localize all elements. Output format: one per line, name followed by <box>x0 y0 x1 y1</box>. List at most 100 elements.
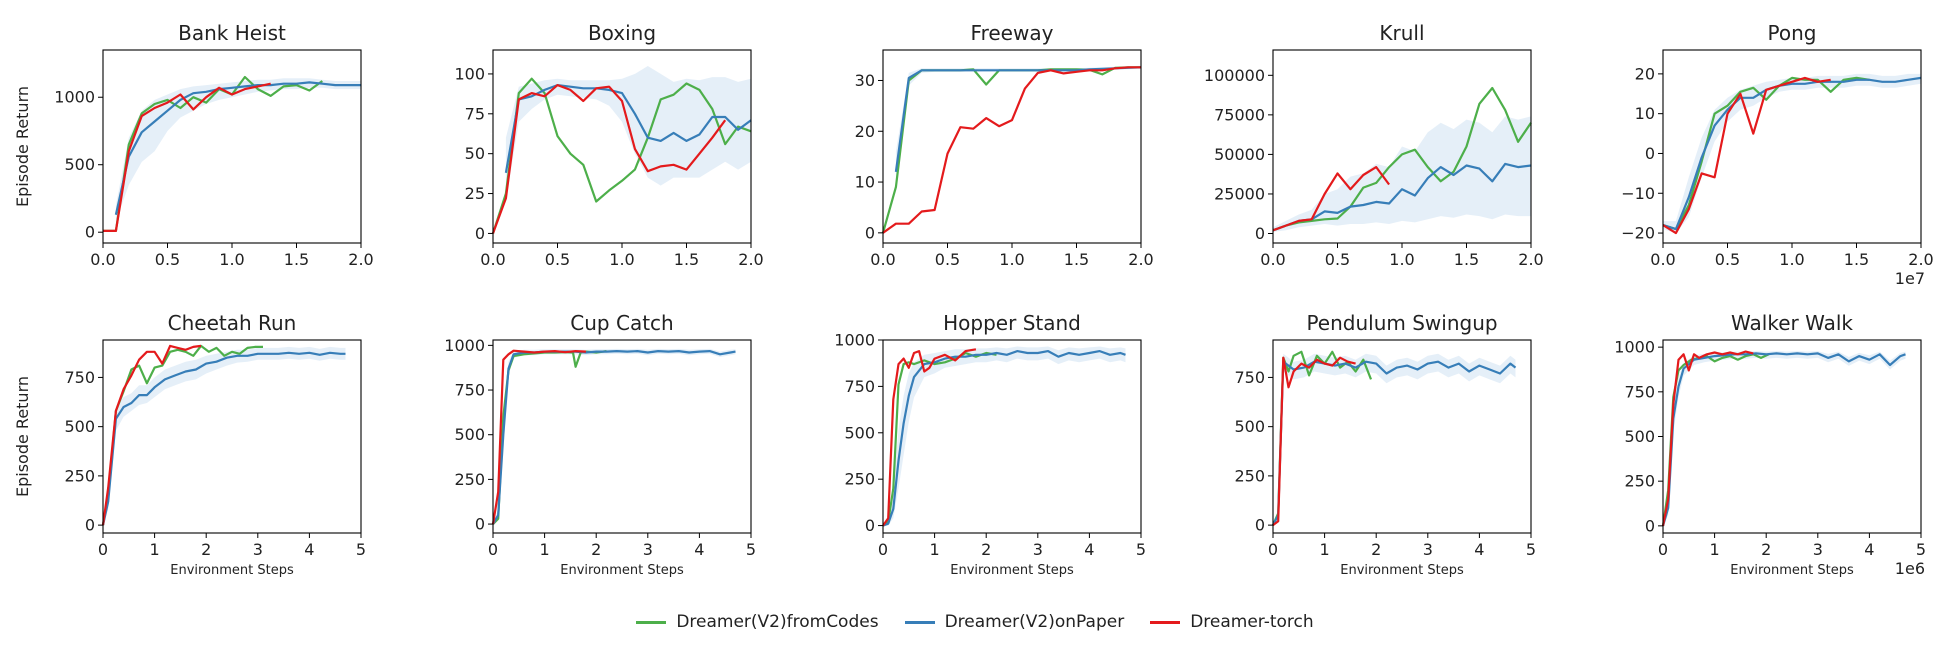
xtick-label-hopper-stand: 3 <box>1033 540 1043 559</box>
xtick-label-freeway: 0.5 <box>935 250 960 269</box>
xtick-label-bank-heist: 0.5 <box>155 250 180 269</box>
xtick-label-bank-heist: 2.0 <box>348 250 373 269</box>
xlabel-cheetah-run: Environment Steps <box>170 563 294 578</box>
line-freeway-dreamer-torch <box>882 66 1141 234</box>
panel-freeway: 0.0 0.5 1.0 1.5 2.0 0 10 20 30 Freeway <box>855 21 1154 269</box>
xtick-label-cheetah-run: 5 <box>356 540 366 559</box>
xtick-label-hopper-stand: 2 <box>981 540 991 559</box>
xtick-label-boxing: 1.5 <box>674 250 699 269</box>
line-walker-walk-dreamer-torch <box>1661 350 1754 527</box>
ytick-label-hopper-stand: 500 <box>844 423 875 442</box>
ytick-label-krull: 75000 <box>1214 105 1265 124</box>
panel-boxing: 0.0 0.5 1.0 1.5 2.0 0 25 50 75 100 Boxing <box>454 21 763 269</box>
band-walker-walk-dreamer-v2-onpaper <box>1663 351 1906 526</box>
xtick-label-pendulum-swingup: 1 <box>1320 540 1330 559</box>
band-cheetah-run-dreamer-v2-onpaper <box>103 346 346 526</box>
legend: Dreamer(V2)fromCodes Dreamer(V2)onPaper … <box>0 612 1950 632</box>
line-cup-catch-dreamer-v2-fromcodes <box>492 350 607 525</box>
panel-title-krull: Krull <box>1379 21 1424 45</box>
ytick-label-hopper-stand: 0 <box>865 516 875 535</box>
xtick-label-walker-walk: 2 <box>1761 540 1771 559</box>
xtick-label-pendulum-swingup: 0 <box>1268 540 1278 559</box>
xtick-label-cup-catch: 4 <box>694 540 704 559</box>
ytick-label-boxing: 50 <box>465 144 485 163</box>
xlabel-cup-catch: Environment Steps <box>560 563 684 578</box>
panel-title-bank-heist: Bank Heist <box>178 21 286 45</box>
line-boxing-dreamer-v2-fromcodes <box>491 77 752 234</box>
legend-label-fromcodes: Dreamer(V2)fromCodes <box>676 612 879 632</box>
xtick-label-krull: 0.5 <box>1325 250 1350 269</box>
xtick-label-hopper-stand: 0 <box>878 540 888 559</box>
xtick-label-bank-heist: 0.0 <box>90 250 115 269</box>
xtick-label-walker-walk: 0 <box>1658 540 1668 559</box>
panel-bank-heist: 0.0 0.5 1.0 1.5 2.0 0 500 1000 Bank Heist Episode… <box>13 21 374 269</box>
xtick-label-freeway: 1.0 <box>999 250 1024 269</box>
xtick-label-pendulum-swingup: 5 <box>1526 540 1536 559</box>
xtick-label-hopper-stand: 5 <box>1136 540 1146 559</box>
line-boxing-dreamer-v2-onpaper <box>504 83 752 173</box>
axes-frame-freeway <box>882 49 1142 244</box>
xtick-label-krull: 1.5 <box>1454 250 1479 269</box>
xtick-label-walker-walk: 5 <box>1916 540 1926 559</box>
xtick-label-cup-catch: 1 <box>540 540 550 559</box>
ytick-label-pendulum-swingup: 750 <box>1234 368 1265 387</box>
xtick-label-freeway: 0.0 <box>870 250 895 269</box>
xtick-label-pong: 0.5 <box>1715 250 1740 269</box>
xlabel-hopper-stand: Environment Steps <box>950 563 1074 578</box>
ytick-label-bank-heist: 500 <box>64 155 95 174</box>
ytick-label-cheetah-run: 0 <box>85 516 95 535</box>
ytick-label-boxing: 100 <box>454 64 485 83</box>
panel-cheetah-run: 0 1 2 3 4 5 0 250 500 750 Cheetah Run Episode Retur… <box>13 311 366 578</box>
line-pong-dreamer-v2-onpaper <box>1662 76 1922 231</box>
xtick-label-freeway: 2.0 <box>1128 250 1153 269</box>
xtick-label-walker-walk: 3 <box>1813 540 1823 559</box>
xtick-label-cup-catch: 3 <box>643 540 653 559</box>
panel-title-boxing: Boxing <box>588 21 656 45</box>
axes-frame-hopper-stand <box>882 339 1142 534</box>
legend-label-torch: Dreamer-torch <box>1190 612 1314 632</box>
ytick-label-cheetah-run: 750 <box>64 368 95 387</box>
xtick-label-cup-catch: 2 <box>591 540 601 559</box>
panel-title-pong: Pong <box>1768 21 1817 45</box>
xlabel-pendulum-swingup: Environment Steps <box>1340 563 1464 578</box>
panel-title-cheetah-run: Cheetah Run <box>168 311 297 335</box>
ytick-label-pong: 0 <box>1645 144 1655 163</box>
line-cup-catch-dreamer-torch <box>491 349 586 525</box>
line-krull-dreamer-v2-fromcodes <box>1272 86 1532 232</box>
line-boxing-dreamer-torch <box>491 83 727 234</box>
ytick-label-freeway: 0 <box>865 223 875 242</box>
line-cheetah-run-dreamer-torch <box>101 344 202 526</box>
panel-title-pendulum-swingup: Pendulum Swingup <box>1306 311 1497 335</box>
ytick-label-pendulum-swingup: 500 <box>1234 417 1265 436</box>
line-krull-dreamer-torch <box>1272 166 1390 232</box>
xtick-label-pong: 1.5 <box>1844 250 1869 269</box>
ytick-label-walker-walk: 1000 <box>1614 338 1655 357</box>
panel-cup-catch: 0 1 2 3 4 5 0 250 500 750 1000 Cup Catch Environment… <box>444 311 756 578</box>
xtick-label-pong: 1.0 <box>1779 250 1804 269</box>
xtick-label-hopper-stand: 1 <box>930 540 940 559</box>
band-cup-catch-dreamer-v2-onpaper <box>493 348 736 525</box>
xtick-label-pendulum-swingup: 3 <box>1423 540 1433 559</box>
panel-krull: 0.0 0.5 1.0 1.5 2.0 0 25000 50000 75000 100000 Kru… <box>1204 21 1544 269</box>
xtick-label-pendulum-swingup: 4 <box>1474 540 1484 559</box>
ytick-label-walker-walk: 0 <box>1645 516 1655 535</box>
ytick-label-cup-catch: 250 <box>454 470 485 489</box>
legend-swatch-fromcodes <box>636 620 667 624</box>
axes-frame-pendulum-swingup <box>1272 339 1532 534</box>
legend-label-onpaper: Dreamer(V2)onPaper <box>944 612 1125 632</box>
xtick-label-boxing: 0.0 <box>480 250 505 269</box>
line-pendulum-swingup-dreamer-torch <box>1272 356 1356 526</box>
xtick-label-bank-heist: 1.0 <box>219 250 244 269</box>
ytick-label-cup-catch: 1000 <box>444 336 485 355</box>
ytick-label-pong: −10 <box>1621 184 1655 203</box>
axes-frame-cheetah-run <box>102 339 362 534</box>
line-cheetah-run-dreamer-v2-onpaper <box>101 351 346 526</box>
panel-title-hopper-stand: Hopper Stand <box>943 311 1081 335</box>
xtick-label-hopper-stand: 4 <box>1084 540 1094 559</box>
offset-text-pong: 1e7 <box>1895 269 1925 288</box>
panel-walker-walk: 0 1 2 3 4 5 0 250 500 750 1000 Walker Walk Environme… <box>1614 311 1926 578</box>
ytick-label-krull: 25000 <box>1214 184 1265 203</box>
xtick-label-cup-catch: 5 <box>746 540 756 559</box>
xtick-label-freeway: 1.5 <box>1064 250 1089 269</box>
line-bank-heist-dreamer-v2-fromcodes <box>103 75 323 232</box>
